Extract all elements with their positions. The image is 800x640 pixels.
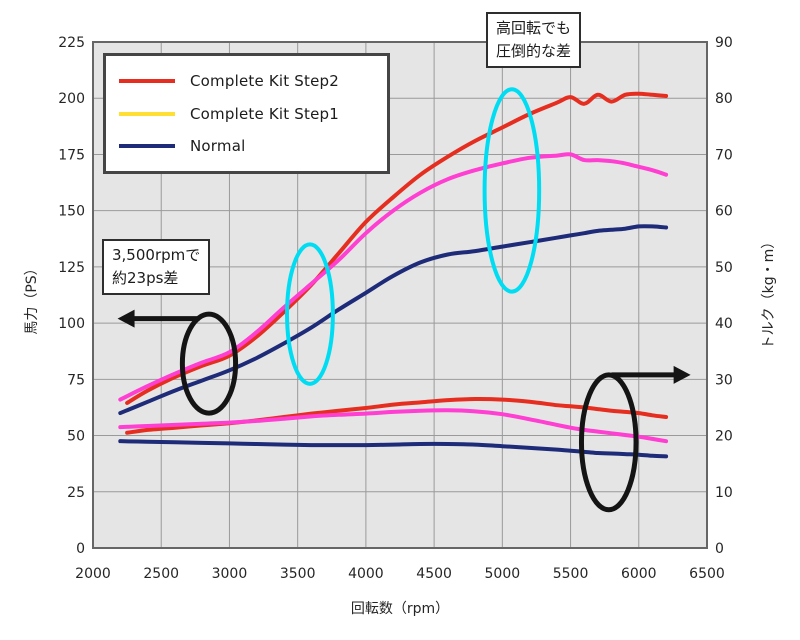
annotation-3500rpm-line1: 3,500rpmで — [112, 246, 201, 264]
x-tick-label: 5000 — [485, 566, 521, 582]
y-right-tick-label: 0 — [715, 541, 724, 557]
x-tick-label: 4500 — [416, 566, 452, 582]
y-left-tick-label: 75 — [67, 372, 85, 388]
annotation-high-rpm-line2: 圧倒的な差 — [496, 41, 572, 60]
x-tick-label: 6000 — [621, 566, 657, 582]
y-right-tick-label: 60 — [715, 204, 733, 220]
power-axis-arrow-head — [117, 309, 135, 328]
annotation-3500rpm-note: 3,500rpmで 約23ps差 — [102, 239, 211, 295]
y-right-tick-label: 30 — [715, 372, 733, 388]
y-right-axis-title: トルク（kg・m） — [761, 234, 777, 350]
series-line-complete-kit-step1-power — [118, 152, 669, 402]
y-left-tick-label: 125 — [58, 260, 85, 276]
x-tick-label: 4000 — [348, 566, 384, 582]
legend-item-step2: Complete Kit Step2 — [106, 72, 387, 90]
power-curves-circle — [179, 311, 239, 416]
y-left-tick-label: 100 — [58, 316, 85, 332]
legend-label-step2: Complete Kit Step2 — [190, 72, 340, 91]
legend: Complete Kit Step2 Complete Kit Step1 No… — [103, 53, 390, 174]
annotation-3500rpm-line2: 約23ps差 — [112, 268, 179, 287]
x-tick-label: 6500 — [689, 566, 725, 582]
y-right-tick-label: 40 — [715, 316, 733, 332]
legend-swatch-step1 — [119, 111, 175, 116]
legend-label-step1: Complete Kit Step1 — [190, 104, 340, 123]
y-left-tick-label: 50 — [67, 429, 85, 445]
y-right-tick-label: 20 — [715, 429, 733, 445]
legend-swatch-normal — [119, 143, 175, 148]
y-right-tick-label: 80 — [715, 91, 733, 107]
plot-frame — [92, 41, 708, 549]
y-left-tick-label: 0 — [76, 541, 85, 557]
y-right-tick-label: 90 — [715, 35, 733, 51]
legend-item-normal: Normal — [106, 137, 387, 155]
series-line-complete-kit-step1-torque — [118, 408, 669, 444]
y-left-tick-label: 175 — [58, 147, 85, 163]
x-axis-title: 回転数（rpm） — [350, 601, 450, 617]
legend-swatch-step2 — [119, 79, 175, 84]
annotation-high-rpm-line1: 高回転でも — [496, 19, 572, 37]
y-right-tick-label: 10 — [715, 485, 733, 501]
legend-label-normal: Normal — [190, 136, 246, 155]
legend-item-step1: Complete Kit Step1 — [106, 105, 387, 123]
y-left-axis-title: 馬力（PS） — [24, 261, 40, 335]
x-tick-label: 3500 — [280, 566, 316, 582]
y-left-tick-label: 150 — [58, 204, 85, 220]
x-tick-label: 5500 — [553, 566, 589, 582]
x-tick-label: 3000 — [212, 566, 248, 582]
highlight-ellipse-5000 — [482, 87, 542, 294]
annotation-high-rpm-note: 高回転でも 圧倒的な差 — [486, 12, 582, 68]
torque-curves-circle — [578, 372, 639, 513]
y-right-tick-label: 70 — [715, 147, 733, 163]
y-left-tick-label: 225 — [58, 35, 85, 51]
series-line-normal-power — [118, 224, 669, 416]
x-tick-label: 2000 — [75, 566, 111, 582]
series-line-normal-torque — [118, 439, 669, 459]
x-tick-label: 2500 — [143, 566, 179, 582]
y-left-tick-label: 25 — [67, 485, 85, 501]
y-right-tick-label: 50 — [715, 260, 733, 276]
y-left-tick-label: 200 — [58, 91, 85, 107]
highlight-ellipse-3500 — [285, 242, 335, 386]
torque-axis-arrow-head — [673, 365, 691, 384]
series-line-complete-kit-step2-power — [125, 91, 669, 405]
